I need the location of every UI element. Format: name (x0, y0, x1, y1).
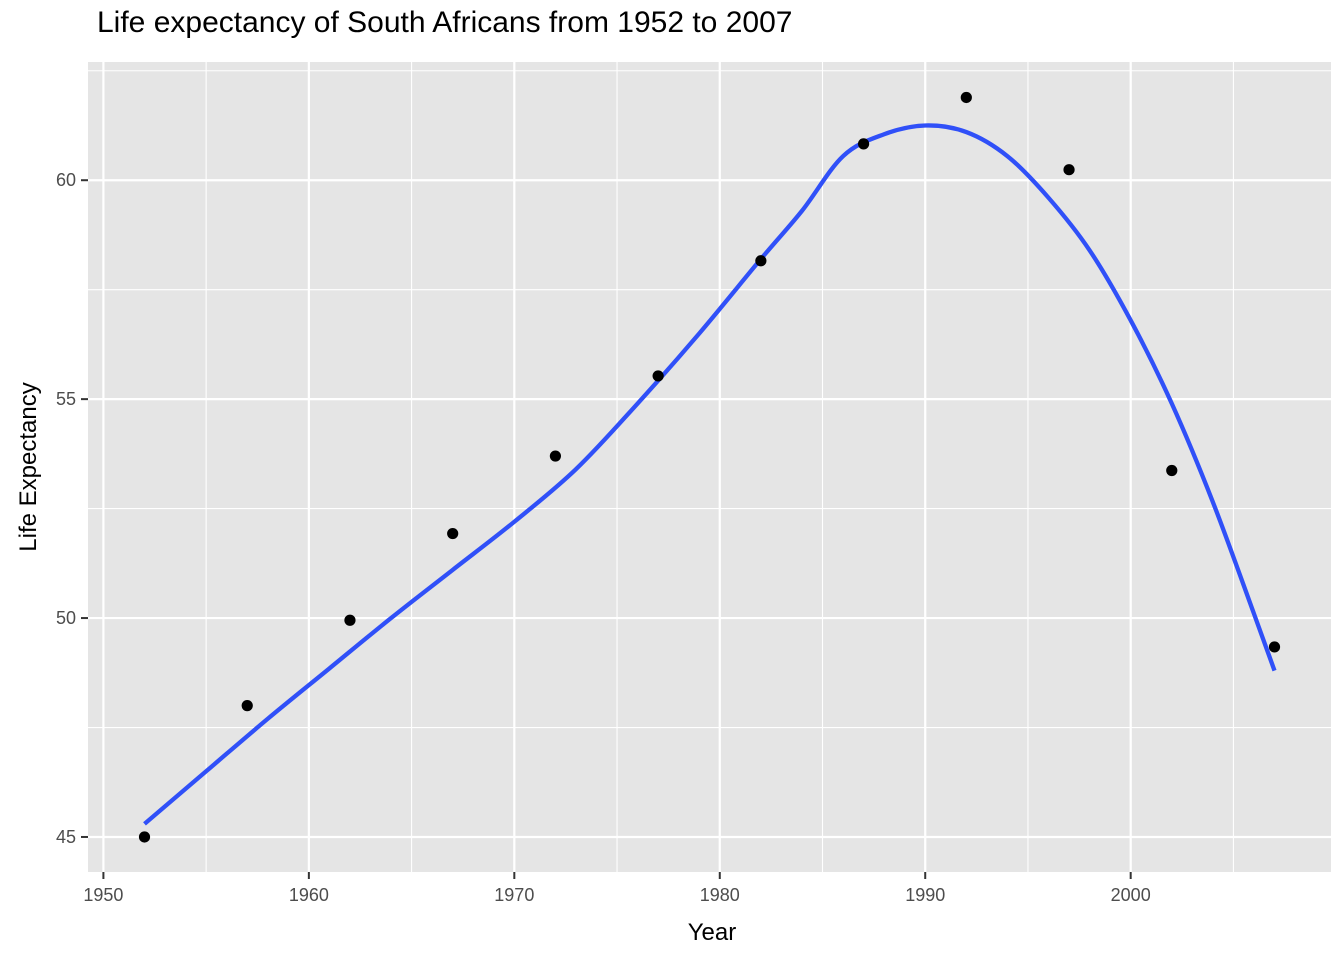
data-point (857, 138, 870, 150)
y-axis: 45 50 55 60 (56, 170, 88, 847)
data-point (241, 700, 253, 712)
x-tick-label: 2000 (1111, 885, 1151, 905)
data-point (138, 831, 151, 843)
data-point (652, 370, 664, 382)
data-point (960, 91, 972, 104)
y-axis-title: Life Expectancy (15, 382, 42, 551)
data-point (344, 614, 356, 626)
y-tick-label: 60 (56, 170, 76, 190)
y-tick-label: 45 (56, 827, 76, 847)
points-layer (138, 91, 1281, 843)
major-gridlines (88, 62, 1331, 872)
x-axis-title: Year (688, 919, 737, 946)
data-point (1063, 164, 1075, 176)
y-tick-label: 50 (56, 608, 76, 628)
x-tick-label: 1980 (700, 885, 740, 905)
x-tick-label: 1960 (289, 885, 329, 905)
data-point (1166, 464, 1178, 477)
x-axis: 1950 1960 1970 1980 1990 2000 (83, 872, 1151, 905)
x-tick-label: 1990 (905, 885, 945, 905)
x-tick-label: 1970 (494, 885, 534, 905)
chart-title: Life expectancy of South Africans from 1… (97, 6, 793, 39)
smooth-trend-line (143, 123, 1277, 826)
y-tick-label: 55 (56, 389, 76, 409)
data-point (447, 527, 459, 540)
data-point (549, 450, 562, 462)
minor-gridlines (88, 62, 1331, 872)
smooth-layer (143, 123, 1277, 826)
data-point (1268, 641, 1281, 653)
x-tick-label: 1950 (83, 885, 123, 905)
plot-panel (88, 62, 1331, 872)
data-point (755, 255, 767, 267)
